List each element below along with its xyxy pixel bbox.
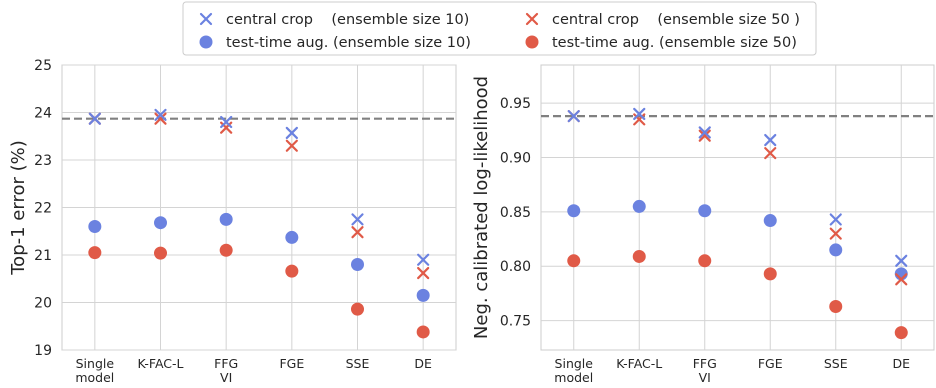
cross-marker <box>285 126 298 140</box>
y-tick-label: 0.75 <box>500 314 531 330</box>
dot-marker <box>698 254 712 268</box>
dot-marker <box>154 216 167 230</box>
x-tick-label: FGE <box>758 356 783 371</box>
legend-label: central crop (ensemble size 10) <box>226 12 469 28</box>
cross-marker <box>351 213 364 226</box>
x-tick-label: FFG VI <box>693 356 717 385</box>
dot-marker <box>829 243 843 257</box>
chart-top1-error: Top-1 error (%) 19 20 21 22 23 24 25 Single mode… <box>8 58 457 385</box>
series <box>567 249 908 340</box>
dot-marker <box>632 199 646 213</box>
dot-marker <box>567 204 581 218</box>
legend-entry: central crop (ensemble size 50 ) <box>525 12 800 28</box>
x-tick-label: DE <box>414 356 432 371</box>
series <box>88 212 430 302</box>
dot-marker <box>698 204 712 218</box>
chart-neg-log-likelihood: Neg. calibrated log-likelihood 0.75 0.80 0… <box>471 64 935 385</box>
legend-entry: test-time aug. (ensemble size 10) <box>199 35 471 51</box>
dot-marker <box>88 246 102 260</box>
legend-dot-marker <box>199 35 213 49</box>
cross-marker <box>417 266 430 280</box>
y-tick-label: 24 <box>34 106 52 122</box>
cross-marker <box>285 139 298 152</box>
cross-marker <box>698 129 711 142</box>
cross-marker <box>829 227 842 240</box>
y-axis-label-right: Neg. calibrated log-likelihood <box>471 76 492 339</box>
dot-marker <box>351 258 364 271</box>
legend-entry: central crop (ensemble size 10) <box>199 12 469 28</box>
cross-marker <box>417 253 430 266</box>
y-tick-label: 20 <box>34 296 52 312</box>
x-tick-label: FGE <box>279 356 304 371</box>
legend-label: test-time aug. (ensemble size 50) <box>552 35 797 51</box>
legend-entry: test-time aug. (ensemble size 50) <box>525 35 797 51</box>
y-tick-label: 0.90 <box>500 150 531 166</box>
x-tick-label: SSE <box>824 356 848 371</box>
dot-marker <box>567 254 581 268</box>
legend-frame <box>182 1 817 56</box>
legend-cross-marker <box>525 12 539 26</box>
x-tick-label: DE <box>892 356 910 371</box>
series <box>567 199 908 281</box>
y-tick-label: 25 <box>34 58 52 74</box>
x-tick-label: FFG VI <box>214 356 238 385</box>
cross-marker <box>698 126 711 139</box>
y-axis-label-left: Top-1 error (%) <box>8 140 29 276</box>
dot-marker <box>351 302 364 316</box>
cross-marker <box>895 273 908 286</box>
y-tick-label: 23 <box>34 153 52 169</box>
x-tick-label: K-FAC-L <box>138 356 184 371</box>
cross-marker <box>633 107 646 121</box>
y-tick-label: 0.80 <box>500 259 531 275</box>
dot-marker <box>88 220 102 233</box>
cross-marker <box>829 213 842 226</box>
legend-dot-marker <box>525 35 539 49</box>
dot-marker <box>632 249 646 263</box>
series <box>88 108 430 266</box>
legend-cross-marker <box>199 12 213 26</box>
y-tick-label: 0.95 <box>500 96 531 112</box>
dot-marker <box>285 264 299 278</box>
cross-marker <box>154 112 167 125</box>
dot-marker <box>416 288 430 302</box>
dot-marker <box>894 326 908 340</box>
legend-label: central crop (ensemble size 50 ) <box>552 12 800 28</box>
y-tick-label: 19 <box>34 343 52 359</box>
x-tick-label: Single model <box>75 356 114 385</box>
y-tick-label: 21 <box>34 248 52 264</box>
cross-marker <box>154 108 167 121</box>
y-tick-label: 22 <box>34 201 52 217</box>
plot-area-right <box>540 64 935 351</box>
cross-marker <box>764 147 777 160</box>
x-tick-label: SSE <box>346 356 370 371</box>
grid <box>62 64 456 351</box>
series <box>567 107 908 267</box>
y-tick-label: 0.85 <box>500 205 531 221</box>
dot-marker <box>219 212 233 226</box>
dot-marker <box>285 230 299 244</box>
dot-marker <box>219 243 233 257</box>
dot-marker <box>763 267 777 281</box>
cross-marker <box>895 254 908 267</box>
x-tick-label: Single model <box>554 356 593 385</box>
cross-marker <box>88 112 101 125</box>
cross-marker <box>764 133 777 147</box>
dot-marker <box>416 325 430 339</box>
dot-marker <box>154 246 167 260</box>
cross-marker <box>351 226 364 239</box>
x-tick-label: K-FAC-L <box>616 356 662 371</box>
legend-label: test-time aug. (ensemble size 10) <box>226 35 471 51</box>
cross-marker <box>567 110 580 123</box>
dot-marker <box>829 299 843 313</box>
legend: central crop (ensemble size 10) test-time… <box>182 1 817 56</box>
cross-marker <box>220 115 233 129</box>
series <box>88 243 430 339</box>
dot-marker <box>763 214 777 228</box>
